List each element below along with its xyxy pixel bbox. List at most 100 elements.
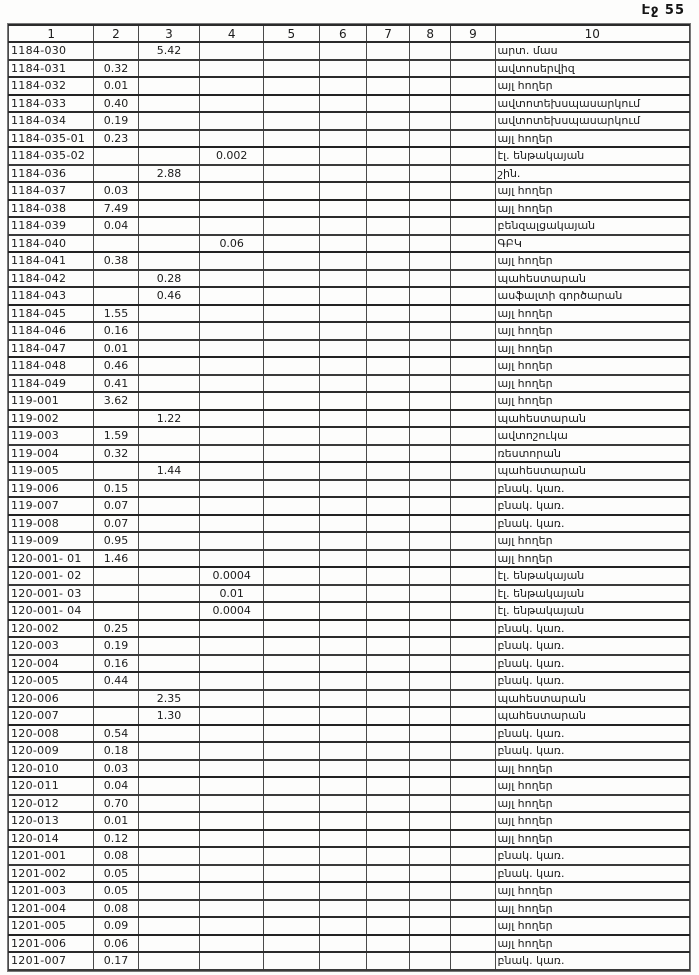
cell-col5: [263, 233, 320, 253]
cell-col3: [137, 181, 201, 201]
cell-col9: [450, 688, 496, 708]
cell-col7: [365, 303, 411, 323]
cell-col7: [365, 583, 411, 603]
cell-col5: [263, 268, 320, 288]
cell-col5: [263, 216, 320, 236]
cell-landuse: բնակ. կառ.: [494, 513, 690, 533]
cell-code: 1184-035-01: [7, 128, 95, 148]
cell-col3: [137, 128, 201, 148]
cell-col2: [93, 146, 139, 166]
cell-col3: [137, 636, 201, 656]
cell-code: 120-008: [7, 723, 95, 743]
cell-col9: [450, 111, 496, 131]
cell-col9: [450, 373, 496, 393]
cell-col3: [137, 723, 201, 743]
cell-col6: [318, 268, 367, 288]
cell-col8: [409, 163, 452, 183]
cell-col7: [365, 216, 411, 236]
cell-col4: [199, 811, 265, 831]
cell-col6: [318, 76, 367, 96]
cell-code: 120-004: [7, 653, 95, 673]
cell-code: 120-012: [7, 793, 95, 813]
cell-landuse: ռեստորան: [494, 443, 690, 463]
table-row: 120-011 0.04 այլ հողեր: [7, 776, 690, 796]
cell-col9: [450, 321, 496, 341]
cell-col4: [199, 198, 265, 218]
cell-col2: 0.01: [93, 76, 139, 96]
cell-col7: [365, 76, 411, 96]
cell-col2: [93, 461, 139, 481]
cell-col6: [318, 408, 367, 428]
cell-col8: [409, 478, 452, 498]
cell-col6: [318, 653, 367, 673]
cell-code: 120-001- 02: [7, 566, 95, 586]
cell-code: 119-006: [7, 478, 95, 498]
cell-col8: [409, 653, 452, 673]
cell-col4: [199, 531, 265, 551]
cell-col6: [318, 513, 367, 533]
cell-col2: 7.49: [93, 198, 139, 218]
cell-col8: [409, 356, 452, 376]
cell-col3: [137, 811, 201, 831]
cell-landuse: այլ հողեր: [494, 933, 690, 953]
cell-col2: 0.06: [93, 933, 139, 953]
cell-col9: [450, 846, 496, 866]
cell-col4: 0.0004: [199, 566, 265, 586]
cell-col8: [409, 828, 452, 848]
cell-col7: [365, 58, 411, 78]
table-row: 1184-034 0.19 ավտոտեխսպասարկում: [7, 111, 690, 131]
cell-col4: [199, 478, 265, 498]
cell-col4: [199, 916, 265, 936]
cell-col2: 1.59: [93, 426, 139, 446]
cell-col9: [450, 951, 496, 971]
cell-col7: [365, 373, 411, 393]
cell-col2: 0.54: [93, 723, 139, 743]
cell-col2: 0.16: [93, 653, 139, 673]
cell-col4: [199, 426, 265, 446]
cell-col9: [450, 916, 496, 936]
cell-landuse: այլ հողեր: [494, 548, 690, 568]
cell-col8: [409, 146, 452, 166]
cell-col5: [263, 163, 320, 183]
cell-col7: [365, 251, 411, 271]
cell-col7: [365, 286, 411, 306]
cell-col9: [450, 268, 496, 288]
cell-col4: [199, 303, 265, 323]
cell-col9: [450, 356, 496, 376]
cell-col9: [450, 338, 496, 358]
cell-col9: [450, 741, 496, 761]
cell-col6: [318, 478, 367, 498]
cell-col6: [318, 881, 367, 901]
cell-col6: [318, 496, 367, 516]
cell-col7: [365, 548, 411, 568]
table-row: 1184-031 0.32 ավտոսերվիզ: [7, 58, 690, 78]
cell-landuse: ավտոշուկա: [494, 426, 690, 446]
cell-code: 119-004: [7, 443, 95, 463]
cell-col3: [137, 111, 201, 131]
cell-col3: 1.30: [137, 706, 201, 726]
cell-col3: 0.46: [137, 286, 201, 306]
cell-col9: [450, 286, 496, 306]
cell-col4: [199, 548, 265, 568]
cell-col5: [263, 251, 320, 271]
cell-code: 120-005: [7, 671, 95, 691]
cell-col8: [409, 233, 452, 253]
cell-col6: [318, 723, 367, 743]
cell-col4: [199, 93, 265, 113]
column-header-7: 7: [365, 24, 411, 43]
cell-col5: [263, 898, 320, 918]
cell-col3: [137, 758, 201, 778]
cell-col5: [263, 146, 320, 166]
cell-col7: [365, 408, 411, 428]
column-header-5: 5: [263, 24, 320, 43]
cell-col6: [318, 916, 367, 936]
cell-col3: [137, 846, 201, 866]
cell-col7: [365, 706, 411, 726]
cell-landuse: այլ հողեր: [494, 356, 690, 376]
cell-col4: [199, 216, 265, 236]
cell-col9: [450, 653, 496, 673]
cell-col6: [318, 828, 367, 848]
cell-code: 120-011: [7, 776, 95, 796]
cell-col8: [409, 881, 452, 901]
cell-col5: [263, 566, 320, 586]
